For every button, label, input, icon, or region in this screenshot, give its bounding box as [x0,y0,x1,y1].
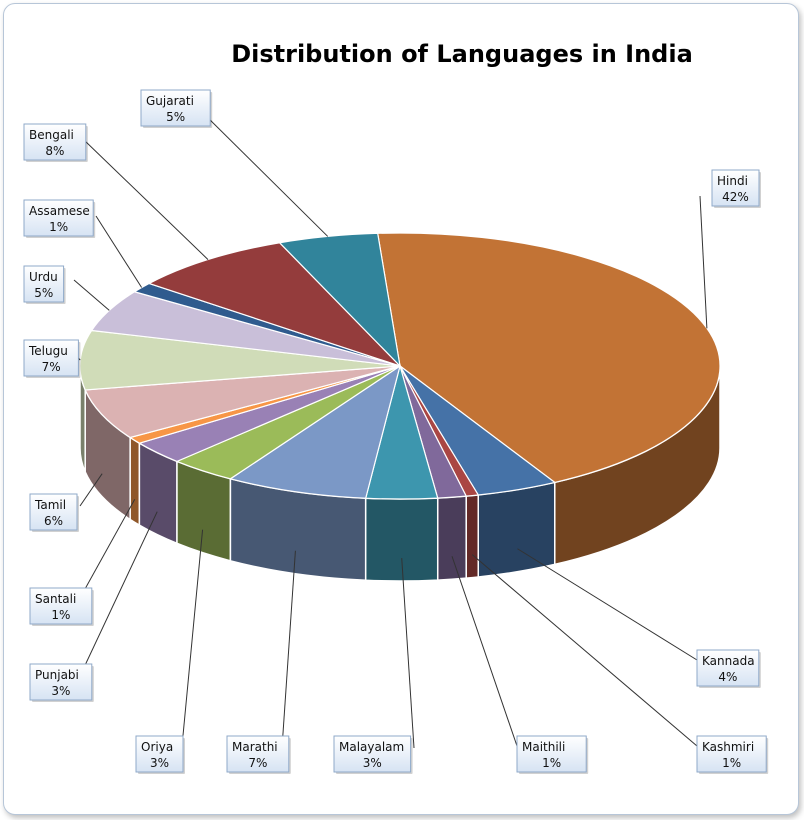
label-box-kannada [696,649,760,687]
label-name-malayalam: Malayalam [339,740,404,754]
label-box-malayalam [333,735,412,773]
pie-body [79,232,721,582]
label-name-hindi: Hindi [717,174,748,188]
slice-side-santali [129,436,141,527]
label-name-santali: Santali [35,592,76,606]
slice-side-kannada [477,481,556,578]
slice-hindi [376,232,721,484]
chart-title: Distribution of Languages in India [231,40,693,68]
label-value-bengali: 8% [45,144,64,158]
slice-side-kashmiri [465,494,479,579]
label-value-punjabi: 3% [51,684,70,698]
slice-side-maithili [436,495,467,581]
data-labels: Hindi 42% Kannada 4% Kashmiri 1% Maithili 1% Mal… [23,89,769,774]
label-value-assamese: 1% [49,220,68,234]
label-name-bengali: Bengali [29,128,74,142]
label-box-bengali [23,123,87,161]
label-name-punjabi: Punjabi [35,668,79,682]
label-name-oriya: Oriya [141,740,173,754]
label-name-maithili: Maithili [522,740,565,754]
label-box-punjabi [29,663,93,701]
leader-line-oriya [181,529,204,747]
leader-line-kannada [517,548,698,661]
label-value-tamil: 6% [44,514,63,528]
leader-line-tamil [79,473,103,507]
label-box-urdu [23,265,65,303]
label-name-kashmiri: Kashmiri [702,740,754,754]
label-value-maithili: 1% [542,756,561,770]
leader-line-hindi [699,195,708,329]
leader-line-malayalam [401,558,415,749]
leader-line-urdu [73,279,110,311]
slice-tamil [84,365,401,439]
label-name-urdu: Urdu [29,270,58,284]
label-name-marathi: Marathi [232,740,278,754]
label-box-telugu [23,339,79,377]
leader-line-assamese [95,215,143,288]
label-box-oriya [135,735,184,773]
label-box-assamese [23,199,94,237]
label-value-santali: 1% [51,608,70,622]
leader-line-bengali [83,139,209,260]
leader-line-punjabi [79,511,158,677]
label-name-kannada: Kannada [702,654,755,668]
label-name-assamese: Assamese [29,204,90,218]
slice-telugu [79,329,401,391]
label-value-gujarati: 5% [166,110,185,124]
label-value-urdu: 5% [34,286,53,300]
label-box-gujarati [140,89,211,127]
leader-line-marathi [281,550,296,749]
label-value-kashmiri: 1% [722,756,741,770]
slice-side-malayalam [364,497,439,582]
label-value-oriya: 3% [150,756,169,770]
label-value-telugu: 7% [42,360,61,374]
label-box-santali [29,587,93,625]
leader-line-santali [79,499,136,599]
leader-line-maithili [451,556,518,747]
slice-marathi [228,364,401,499]
slice-gujarati [278,232,401,368]
leader-line-gujarati [199,109,329,237]
label-box-hindi [711,169,760,207]
label-box-maithili [516,735,587,773]
label-value-marathi: 7% [248,756,267,770]
label-name-telugu: Telugu [28,344,68,358]
label-name-gujarati: Gujarati [146,94,194,108]
label-box-tamil [29,493,78,531]
label-value-hindi: 42% [722,190,749,204]
label-value-kannada: 4% [718,670,737,684]
label-box-marathi [226,735,290,773]
label-value-malayalam: 3% [363,756,382,770]
leader-line-kashmiri [471,554,698,747]
label-box-kashmiri [696,735,767,773]
label-name-tamil: Tamil [34,498,66,512]
